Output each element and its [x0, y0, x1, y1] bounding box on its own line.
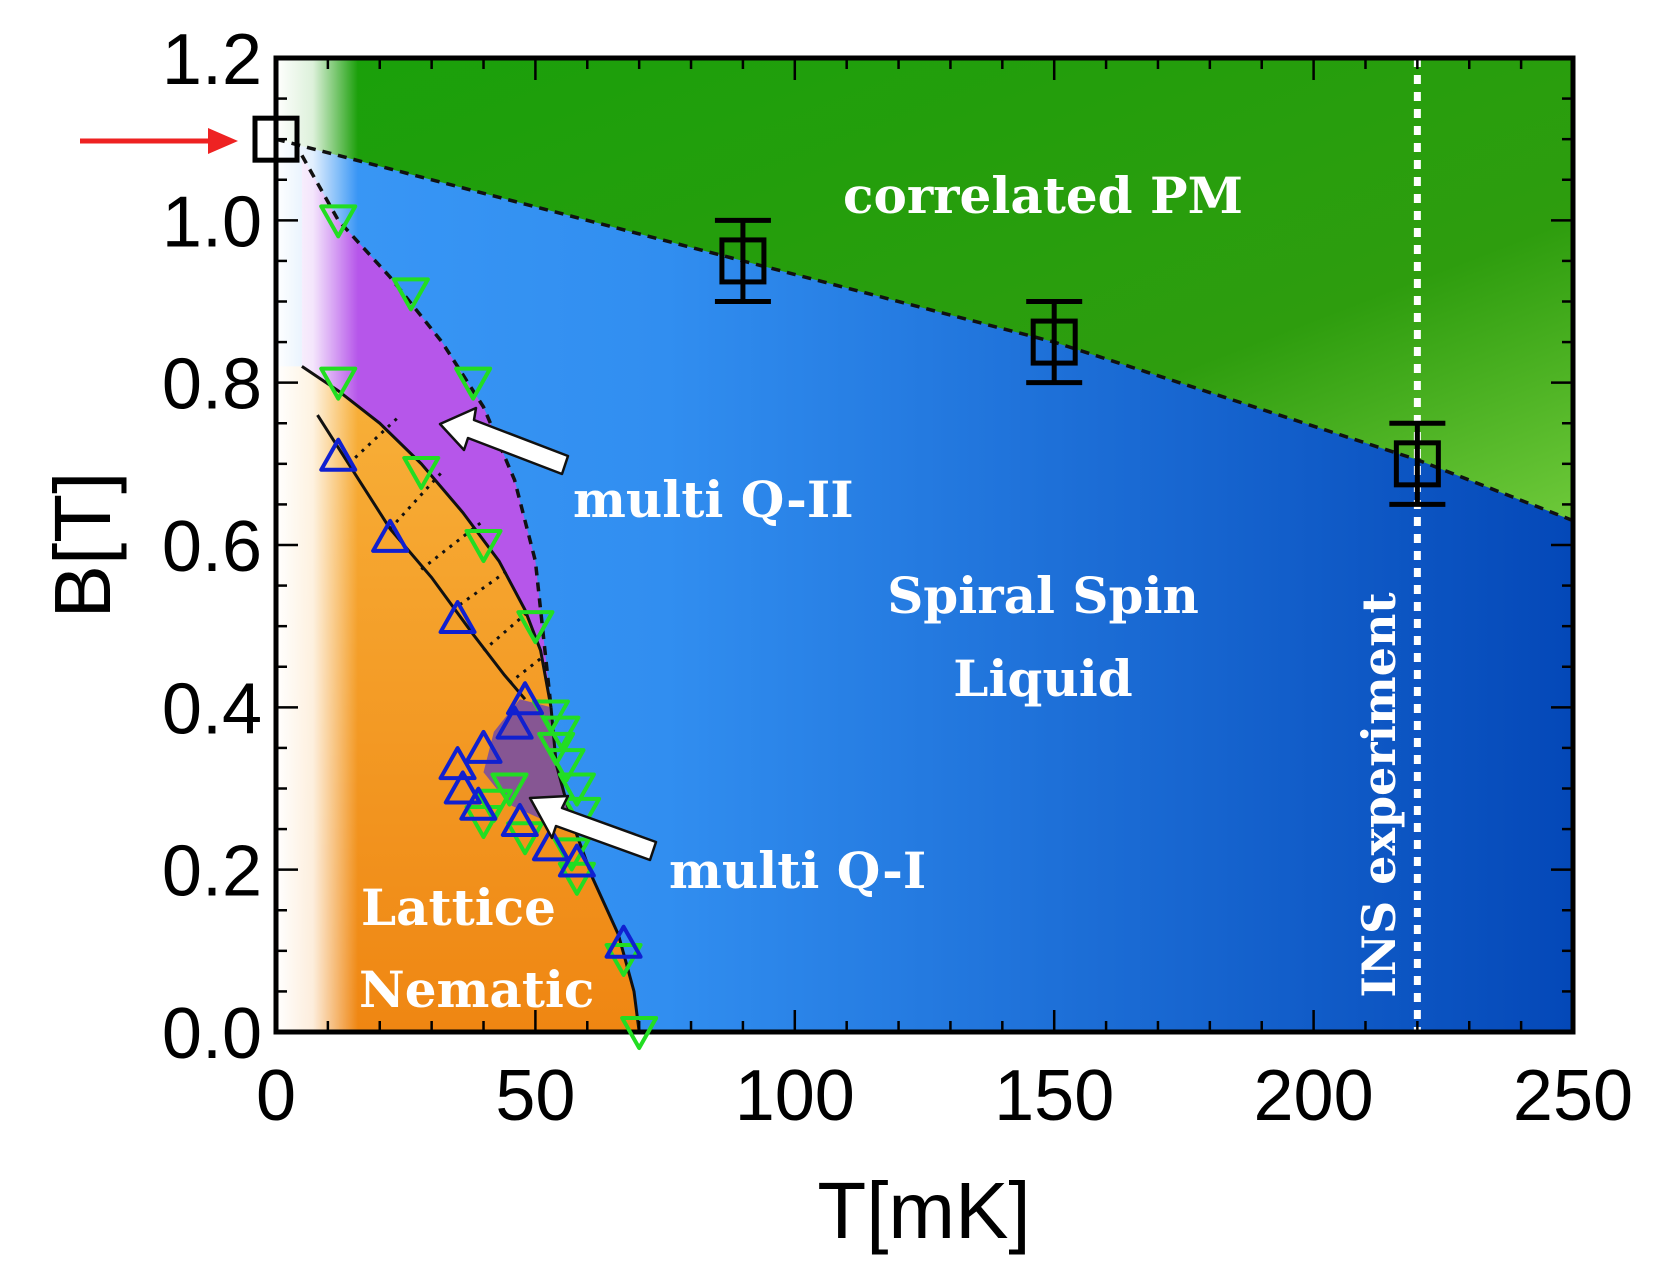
spiral-spin-label: Spiral Spin — [887, 566, 1199, 625]
blue-up-triangle-marker — [459, 786, 498, 821]
hatch-line — [508, 657, 542, 685]
lower-solid-boundary-line — [316, 414, 527, 701]
y-tick-label: 0.2 — [162, 832, 262, 912]
multi-q2-region — [301, 155, 551, 708]
multi-q1-label: multi Q-I — [669, 841, 926, 900]
y-tick-label: 0.4 — [162, 669, 262, 749]
x-tick-label: 150 — [994, 1056, 1114, 1136]
blue-up-triangle-marker — [371, 518, 410, 553]
multi-q2-lattice-boundary-line — [301, 365, 553, 708]
crossover-square-marker — [1026, 299, 1083, 386]
green-down-triangle-marker — [604, 942, 643, 977]
lattice-label: Lattice — [361, 878, 556, 937]
lattice-nematic-region — [276, 366, 640, 1032]
crossover-square-marker — [252, 115, 300, 163]
axis-ticks — [274, 56, 1575, 1034]
blue-up-triangle-marker — [506, 681, 545, 716]
blue-up-triangle-marker — [604, 924, 643, 959]
green-down-triangle-marker — [506, 821, 545, 856]
multi-q1-arrow — [528, 794, 658, 862]
green-down-triangle-marker — [620, 1016, 659, 1050]
x-tick-label: 50 — [495, 1056, 575, 1136]
multi-q2-arrow — [438, 406, 570, 476]
blue-up-triangle-marker — [319, 437, 358, 472]
blue-up-triangle-marker — [443, 770, 482, 805]
hatch-line — [420, 519, 485, 571]
hatch-line — [451, 568, 511, 612]
hatched-coexistence-lines — [347, 414, 542, 685]
crossover-square-marker — [714, 217, 771, 304]
green-down-triangle-marker — [464, 529, 503, 563]
green-down-triangle-marker — [516, 610, 555, 645]
hatch-line — [389, 470, 444, 530]
y-tick-label: 0.8 — [162, 345, 262, 425]
multi-q2-label: multi Q-II — [573, 470, 854, 529]
blue-up-triangle-marker — [464, 729, 503, 764]
blue-up-triangle-marker — [531, 827, 570, 862]
green-down-triangle-marker — [557, 772, 596, 807]
y-tick-label: 0.0 — [162, 994, 262, 1074]
hatch-line — [482, 608, 532, 652]
blue-up-triangle-marker — [500, 802, 539, 837]
green-down-triangle-marker — [391, 277, 430, 312]
green-down-triangle-marker — [319, 204, 358, 239]
red-arrow — [80, 128, 238, 154]
x-axis-title: T[mK] — [817, 1166, 1030, 1255]
y-tick-label: 0.6 — [162, 507, 262, 587]
green-down-triangle-marker — [464, 804, 503, 839]
green-down-triangle-marker — [547, 748, 586, 783]
multi-q2-boundary-line — [300, 154, 553, 708]
green-down-triangle-marker — [402, 455, 441, 490]
x-tick-label: 0 — [256, 1056, 296, 1136]
y-axis-title: B[T] — [38, 472, 127, 619]
blue-up-triangle-marker — [557, 843, 596, 878]
blue-up-triangle-marker — [438, 600, 477, 635]
green-down-triangle-marker — [557, 861, 596, 896]
hatch-line — [347, 414, 402, 465]
crossover-square-marker — [1389, 420, 1446, 507]
green-down-triangle-marker — [454, 366, 493, 401]
y-tick-label: 1.2 — [162, 20, 262, 100]
x-tick-label: 100 — [735, 1056, 855, 1136]
ins-experiment-label: INS experiment — [1352, 592, 1406, 998]
nematic-label: Nematic — [359, 960, 594, 1019]
correlated-pm-label: correlated PM — [843, 166, 1243, 225]
blue-up-triangle-marker — [495, 705, 534, 740]
y-tick-label: 1.0 — [162, 182, 262, 262]
x-tick-label: 200 — [1254, 1056, 1374, 1136]
green-down-triangle-marker — [319, 366, 358, 401]
liquid-label: Liquid — [953, 649, 1132, 708]
x-tick-label: 250 — [1513, 1056, 1633, 1136]
